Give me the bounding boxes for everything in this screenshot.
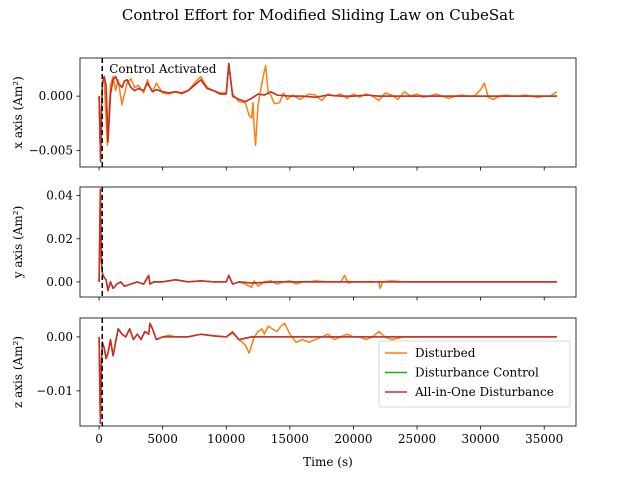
x-tick-label: 10000 (207, 432, 245, 446)
legend-entry: Disturbance Control (415, 366, 539, 380)
y-tick-label: −0.005 (29, 144, 73, 158)
series-line-disturbance-control (98, 62, 557, 163)
legend-entry: All-in-One Disturbance (414, 385, 554, 399)
legend-box (378, 340, 571, 408)
x-tick-label: 20000 (334, 432, 372, 446)
panel-frame (79, 57, 577, 168)
y-axis-label: y axis (Am²) (11, 206, 25, 280)
x-tick-label: 0 (95, 432, 103, 446)
series-line-disturbed (98, 64, 558, 161)
series-group (98, 188, 557, 292)
series-group (98, 322, 557, 425)
series-line-disturbed (98, 190, 557, 292)
x-tick-label: 30000 (462, 432, 500, 446)
y-tick-label: 0.02 (46, 232, 73, 246)
panel-1: 0.000 −0.005 x axis (Am²) Control Activated (11, 57, 577, 171)
series-group (98, 62, 558, 163)
legend-entry: Disturbed (415, 346, 476, 360)
y-axis-label: z axis (Am²) (11, 336, 25, 408)
panel-frame (79, 186, 577, 298)
panel-3: 0.00 −0.01 0 5000 10000 15000 20000 25000 30000 3… (11, 317, 577, 446)
y-tick-label: 0.000 (39, 89, 73, 103)
panel-frame (79, 317, 577, 427)
legend: Disturbed Disturbance Control All-in-One D… (378, 340, 571, 408)
series-line-all-in-one-disturbance (98, 188, 557, 292)
series-line-all-in-one-disturbance (98, 62, 557, 163)
y-axis-label: x axis (Am²) (11, 76, 25, 149)
x-tick-label: 5000 (147, 432, 178, 446)
y-tick-label: 0.00 (46, 330, 73, 344)
control-activated-label: Control Activated (109, 62, 216, 76)
chart-title: Control Effort for Modified Sliding Law … (122, 6, 514, 24)
series-line-disturbance-control (98, 188, 557, 292)
x-tick-label: 35000 (525, 432, 563, 446)
series-line-all-in-one-disturbance (98, 322, 557, 425)
x-axis-label: Time (s) (303, 455, 353, 469)
y-tick-label: −0.01 (36, 384, 73, 398)
y-tick-label: 0.04 (46, 189, 73, 203)
panel-2: 0.04 0.02 0.00 y axis (Am²) (11, 186, 577, 301)
y-tick-label: 0.00 (46, 275, 73, 289)
x-tick-label: 15000 (271, 432, 309, 446)
x-tick-label: 25000 (398, 432, 436, 446)
